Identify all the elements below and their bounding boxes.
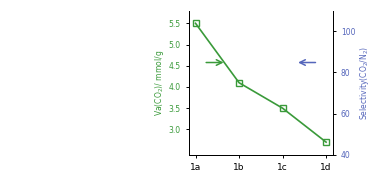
Y-axis label: Va(CO$_2$)/ mmol/g: Va(CO$_2$)/ mmol/g — [153, 50, 166, 116]
Y-axis label: Selectivity(CO$_2$/N$_2$): Selectivity(CO$_2$/N$_2$) — [358, 46, 371, 120]
